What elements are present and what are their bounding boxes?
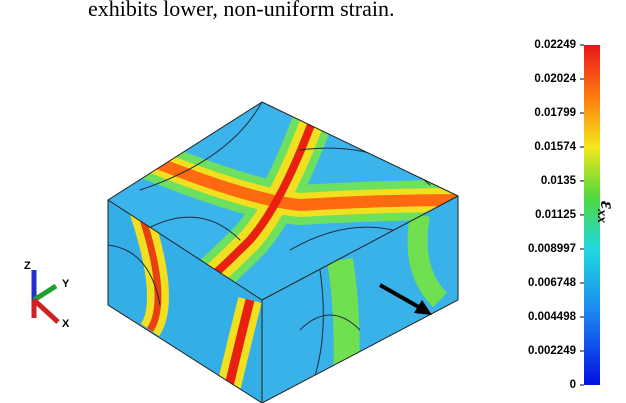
- colorbar-tick-label: 0.01125: [535, 209, 577, 221]
- colorbar-tick-label: 0.02249: [534, 39, 576, 51]
- axis-triad: [34, 270, 58, 322]
- colorbar-tick-label: 0.02024: [534, 73, 576, 85]
- colorbar-tick-label: 0.006748: [528, 277, 577, 289]
- figure-graphic: Z Y X 0.02249 0.02024 0.01799 0.01574 0.0135 0.0…: [0, 0, 626, 403]
- colorbar-tick-label: 0.01574: [534, 141, 576, 153]
- figure: exhibits lower, non-uniform strain.: [0, 0, 626, 403]
- colorbar-tick-label: 0.0135: [541, 175, 577, 187]
- colorbar-label-subscript: xx: [594, 208, 609, 223]
- cube: [108, 100, 460, 403]
- colorbar-tick-label: 0.004498: [528, 311, 577, 323]
- colorbar-label: εxx: [594, 201, 619, 223]
- colorbar-tick-label: 0.002249: [528, 345, 576, 357]
- colorbar-tick-label: 0.01799: [534, 107, 576, 119]
- colorbar-tick-label: 0.008997: [528, 243, 576, 255]
- colorbar-tick-label: 0: [570, 379, 576, 391]
- axis-label: Y: [62, 278, 70, 290]
- axis-label: Z: [24, 260, 31, 272]
- axis-label: X: [62, 318, 70, 330]
